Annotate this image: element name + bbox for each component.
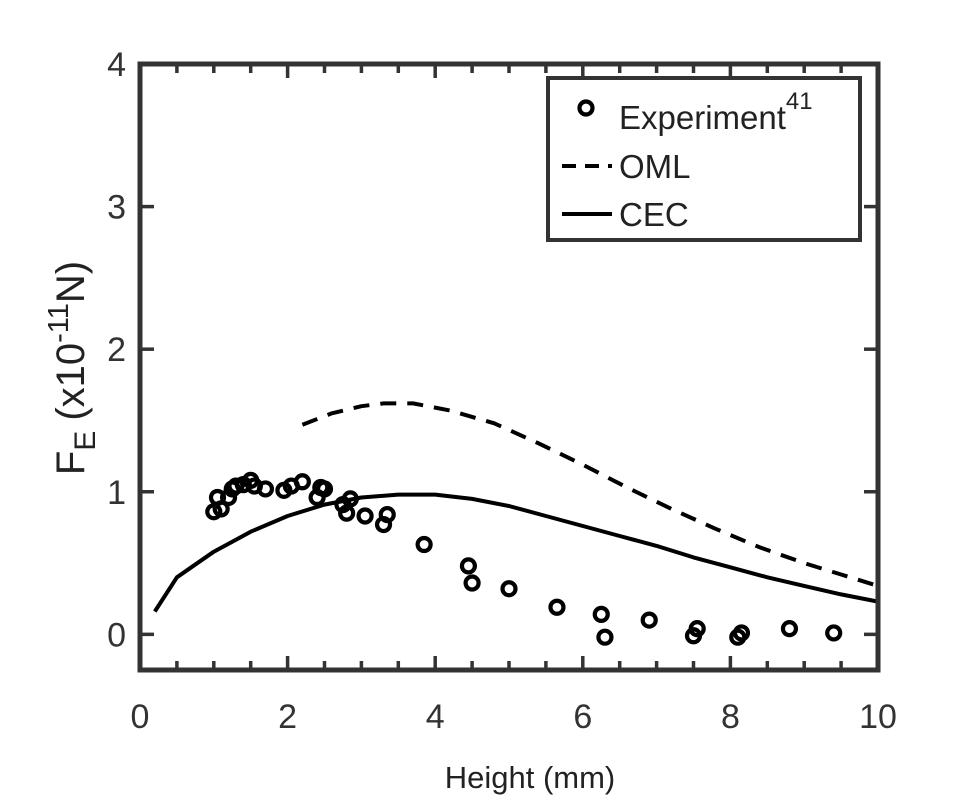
x-tick-label: 0 xyxy=(131,698,150,736)
experiment-point xyxy=(459,557,478,575)
experiment-point xyxy=(219,488,238,507)
y-tick-label: 0 xyxy=(107,616,126,654)
legend-marker-experiment xyxy=(577,99,595,117)
experiment-point xyxy=(640,611,658,629)
experiment-point xyxy=(596,628,614,646)
y-axis-title-unit: N) xyxy=(49,261,93,303)
series-points xyxy=(205,471,843,646)
y-tick-label: 4 xyxy=(107,46,126,84)
experiment-point xyxy=(356,507,374,525)
series-line-cec xyxy=(153,492,879,613)
experiment-point xyxy=(315,480,334,498)
x-tick-labels: 0 2 4 6 8 10 xyxy=(131,698,897,736)
y-axis-title-base: F xyxy=(49,451,93,475)
legend-label-experiment-superscript: 41 xyxy=(786,88,813,115)
series-line-oml xyxy=(301,401,879,588)
experiment-point xyxy=(227,477,245,495)
experiment-point xyxy=(688,620,706,638)
experiment-point xyxy=(293,473,311,491)
experiment-point xyxy=(341,490,359,508)
x-tick-label: 4 xyxy=(426,698,445,736)
experiment-point xyxy=(415,535,433,554)
y-tick-labels: 0 1 2 3 4 xyxy=(107,46,126,654)
y-tick-label: 3 xyxy=(107,189,126,227)
experiment-point xyxy=(378,505,396,524)
svg-text:FE(x10-11N): FE (x10-11N) xyxy=(43,261,102,475)
experiment-point xyxy=(256,480,275,498)
x-tick-label: 2 xyxy=(278,698,297,736)
y-axis-title: FE (x10-11N) xyxy=(43,261,102,475)
x-axis-title: Height (mm) xyxy=(445,760,616,795)
y-axis-title-open: (x10 xyxy=(49,343,93,421)
series-lines xyxy=(153,401,879,613)
x-tick-label: 10 xyxy=(859,698,897,736)
experiment-point xyxy=(463,574,481,592)
experiment-point xyxy=(732,624,751,642)
x-tick-label: 8 xyxy=(721,698,740,736)
plot-frame xyxy=(137,61,881,673)
legend-label-experiment: Experiment41 xyxy=(619,88,813,136)
experiment-point xyxy=(212,500,230,518)
legend-label-oml: OML xyxy=(619,148,691,185)
experiment-point xyxy=(780,620,799,638)
legend-label-cec: CEC xyxy=(619,196,689,233)
experiment-point xyxy=(825,624,843,642)
legend: Experiment41 OML CEC xyxy=(546,76,862,242)
experiment-point xyxy=(500,580,518,598)
x-tick-label: 6 xyxy=(573,698,592,736)
plot-area xyxy=(137,61,881,673)
y-axis-title-exponent: -11 xyxy=(43,303,75,343)
experiment-point xyxy=(548,598,566,616)
experiment-point xyxy=(592,605,610,623)
y-tick-label: 1 xyxy=(107,474,126,512)
y-tick-label: 2 xyxy=(107,331,126,369)
experiment-point xyxy=(338,504,356,522)
y-axis-title-subscript: E xyxy=(69,431,102,451)
